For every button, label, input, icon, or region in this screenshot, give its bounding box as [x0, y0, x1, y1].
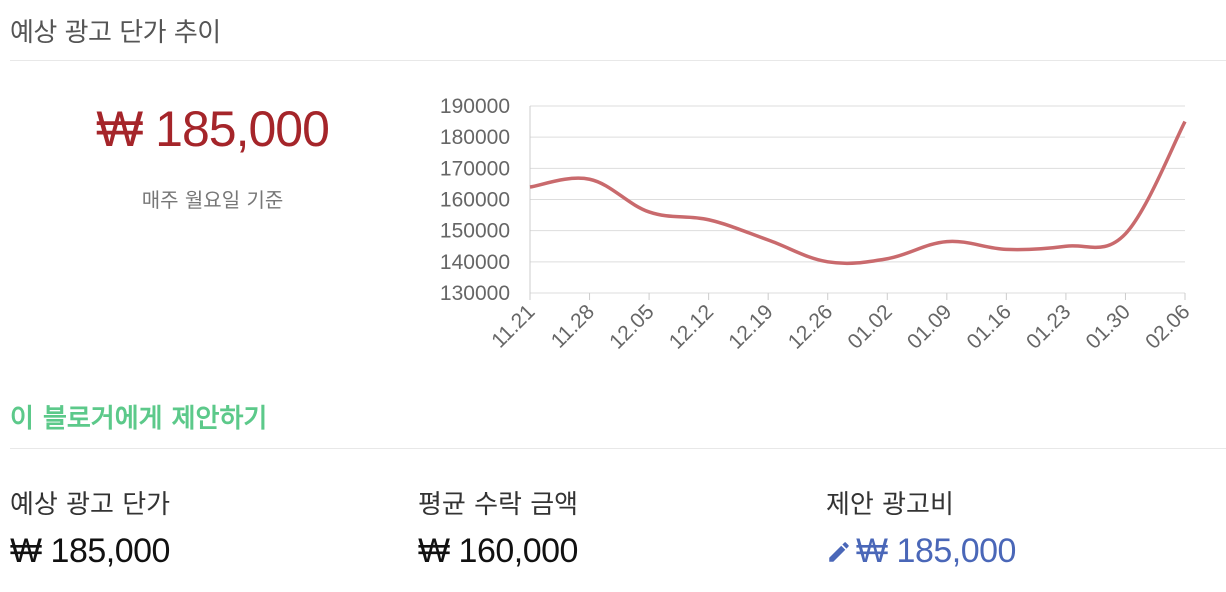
propose-to-blogger-link[interactable]: 이 블로거에게 제안하기	[10, 404, 268, 434]
x-tick-label: 12.12	[665, 300, 718, 353]
price-series-line	[529, 120, 1187, 266]
proposed-fee-editor[interactable]: ₩ 185,000	[826, 532, 1016, 571]
x-tick-label: 01.09	[903, 300, 956, 353]
x-tick-label: 11.21	[487, 300, 539, 352]
x-tick-label: 01.02	[843, 300, 896, 353]
estimated-price-large: ₩ 185,000	[96, 101, 330, 157]
x-tick-label: 01.16	[962, 300, 1015, 353]
x-tick-label: 01.30	[1082, 300, 1135, 353]
proposed-fee-value: ₩ 185,000	[856, 532, 1016, 570]
y-tick-label: 140000	[440, 251, 510, 274]
x-tick-label: 12.26	[784, 300, 837, 353]
estimated-price-label: 예상 광고 단가	[10, 490, 171, 520]
weekly-basis-note: 매주 월요일 기준	[141, 188, 284, 212]
section-title: 예상 광고 단가 추이	[10, 18, 221, 48]
price-trend-chart: 130000 140000 150000 160000 170000 180000 1900…	[440, 95, 1195, 354]
x-tick-label: 01.23	[1022, 300, 1075, 353]
y-tick-label: 190000	[440, 95, 510, 118]
y-tick-label: 160000	[440, 189, 510, 212]
y-tick-label: 150000	[440, 220, 510, 243]
estimated-price-value: ₩ 185,000	[10, 532, 170, 570]
y-tick-label: 130000	[440, 282, 510, 305]
x-tick-label: 11.28	[547, 300, 599, 352]
proposed-fee-label: 제안 광고비	[826, 490, 954, 520]
divider-top	[10, 60, 1226, 61]
y-tick-label: 180000	[440, 126, 510, 149]
y-tick-label: 170000	[440, 157, 510, 180]
average-accepted-value: ₩ 160,000	[418, 532, 578, 570]
divider-bottom	[10, 448, 1226, 449]
x-tick-label: 02.06	[1141, 300, 1194, 353]
average-accepted-label: 평균 수락 금액	[418, 490, 579, 520]
x-tick-label: 12.05	[605, 300, 658, 353]
x-tick-label: 12.19	[724, 300, 777, 353]
pencil-icon[interactable]	[826, 539, 852, 565]
